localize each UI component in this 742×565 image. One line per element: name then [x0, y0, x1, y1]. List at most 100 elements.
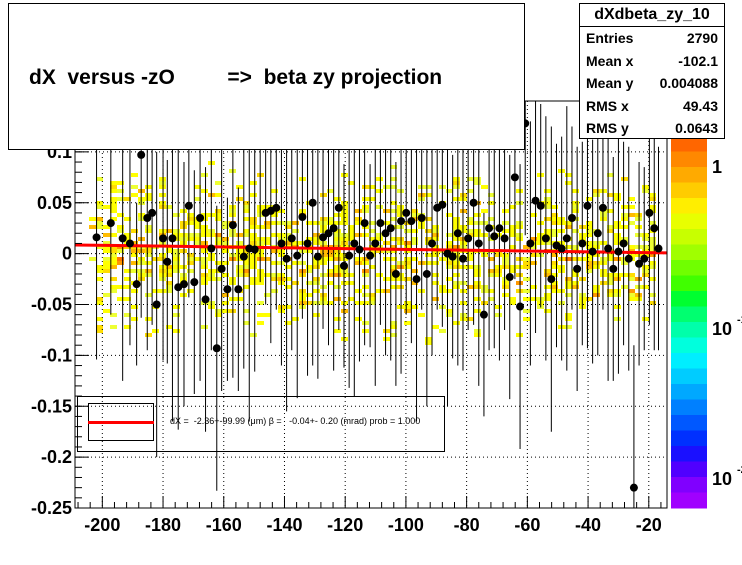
profile-point [490, 232, 499, 241]
density-cell [502, 285, 509, 289]
density-cell [649, 277, 656, 281]
density-cell [173, 329, 180, 333]
density-cell [425, 237, 432, 241]
x-tick-label: -120 [327, 515, 363, 535]
density-cell [243, 229, 250, 233]
density-cell [117, 225, 124, 229]
density-cell [96, 225, 103, 229]
density-cell [383, 337, 390, 341]
density-cell [488, 289, 495, 293]
density-cell [390, 285, 397, 289]
density-cell [159, 193, 166, 197]
density-cell [159, 229, 166, 233]
density-cell [572, 189, 579, 193]
density-cell [411, 241, 418, 245]
density-cell [502, 209, 509, 213]
density-cell [474, 281, 481, 285]
density-cell [481, 289, 488, 293]
density-cell [124, 269, 131, 273]
density-cell [460, 265, 467, 269]
profile-point [125, 239, 134, 248]
profile-point [479, 310, 488, 319]
density-cell [257, 313, 264, 317]
density-cell [404, 257, 411, 261]
density-cell [523, 261, 530, 265]
stats-row-rms-y: RMS y 0.0643 [580, 117, 724, 140]
density-cell [369, 301, 376, 305]
density-cell [544, 297, 551, 301]
density-cell [124, 313, 131, 317]
density-cell [243, 201, 250, 205]
density-cell [530, 261, 537, 265]
density-cell [159, 201, 166, 205]
density-cell [173, 253, 180, 257]
profile-point [366, 251, 375, 260]
profile-point [593, 229, 602, 238]
density-cell [516, 225, 523, 229]
density-cell [341, 257, 348, 261]
density-cell [453, 181, 460, 185]
density-cell [306, 293, 313, 297]
density-cell [313, 265, 320, 269]
fit-line-segment [74, 243, 668, 255]
density-cell [145, 261, 152, 265]
density-cell [201, 241, 208, 245]
density-cell [397, 209, 404, 213]
x-tick-label: -160 [206, 515, 242, 535]
profile-point [106, 219, 115, 228]
density-cell [446, 277, 453, 281]
color-scale-label: 10 [712, 469, 732, 489]
density-cell [131, 269, 138, 273]
density-cell [404, 301, 411, 305]
density-cell [250, 241, 257, 245]
density-cell [565, 285, 572, 289]
histogram-name: dXdbeta_zy_10 [580, 4, 724, 27]
density-cell [607, 173, 614, 177]
density-cell [621, 217, 628, 221]
density-cell [96, 221, 103, 225]
density-cell [488, 297, 495, 301]
density-cell [194, 241, 201, 245]
density-cell [614, 237, 621, 241]
density-cell [292, 281, 299, 285]
density-cell [551, 261, 558, 265]
x-tick-label: -40 [575, 515, 601, 535]
density-cell [593, 241, 600, 245]
density-cell [607, 289, 614, 293]
density-cell [376, 289, 383, 293]
profile-point [541, 234, 550, 243]
density-cell [96, 325, 103, 329]
density-cell [348, 237, 355, 241]
density-cell [642, 189, 649, 193]
density-cell [334, 237, 341, 241]
density-cell [649, 253, 656, 257]
profile-point [583, 201, 592, 210]
x-tick-label: -20 [636, 515, 662, 535]
density-cell [355, 301, 362, 305]
color-scale-segment [671, 275, 707, 292]
density-cell [145, 293, 152, 297]
density-cell [460, 301, 467, 305]
density-cell [383, 329, 390, 333]
density-cell [628, 213, 635, 217]
density-cell [110, 185, 117, 189]
density-cell [110, 209, 117, 213]
density-cell [565, 293, 572, 297]
y-tick-label: -0.15 [31, 396, 72, 416]
density-cell [362, 285, 369, 289]
profile-point [303, 239, 312, 248]
profile-point [277, 239, 286, 248]
density-cell [544, 309, 551, 313]
density-cell [103, 293, 110, 297]
density-cell [390, 237, 397, 241]
density-cell [411, 281, 418, 285]
density-cell [411, 229, 418, 233]
density-cell [621, 213, 628, 217]
density-cell [642, 273, 649, 277]
density-cell [257, 301, 264, 305]
density-cell [593, 261, 600, 265]
density-cell [607, 209, 614, 213]
density-cell [593, 289, 600, 293]
fit-line [74, 243, 668, 255]
stats-label: Mean y [586, 75, 634, 92]
